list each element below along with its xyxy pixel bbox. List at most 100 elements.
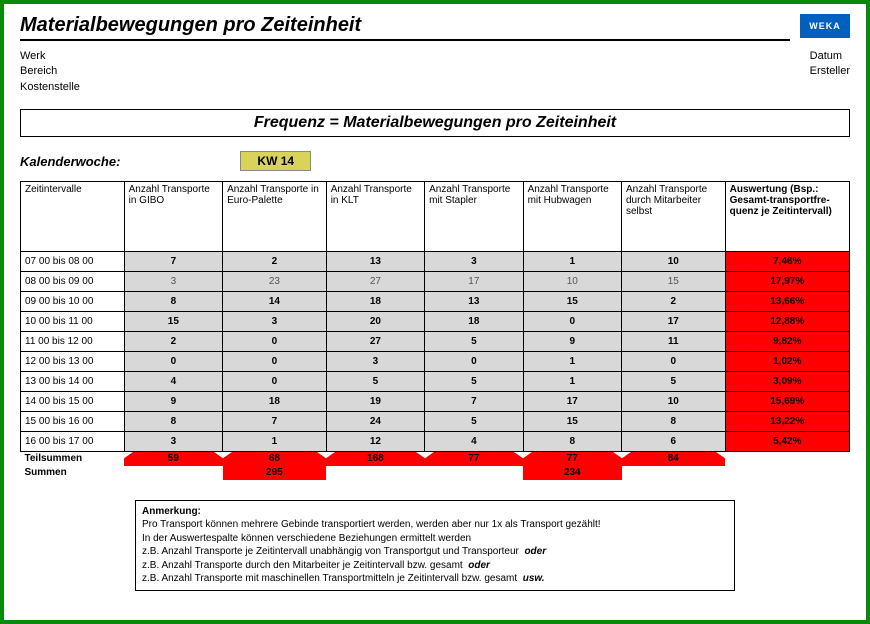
eval-cell: 12,88% (725, 312, 849, 332)
teilsummen-value: 168 (326, 452, 424, 466)
value-cell: 2 (223, 252, 327, 272)
subtitle-box: Frequenz = Materialbewegungen pro Zeitei… (20, 109, 850, 137)
value-cell: 20 (326, 312, 424, 332)
value-cell: 0 (223, 352, 327, 372)
value-cell: 3 (124, 272, 222, 292)
summen-value (124, 466, 222, 480)
value-cell: 5 (425, 332, 523, 352)
kalenderwoche-label: Kalenderwoche: (20, 154, 120, 169)
column-header: Zeitintervalle (21, 182, 125, 252)
value-cell: 1 (223, 432, 327, 452)
value-cell: 6 (622, 432, 726, 452)
table-row: 10 00 bis 11 00153201801712,88% (21, 312, 850, 332)
table-header-row: ZeitintervalleAnzahl Transporte in GIBOA… (21, 182, 850, 252)
interval-cell: 09 00 bis 10 00 (21, 292, 125, 312)
value-cell: 0 (622, 352, 726, 372)
interval-cell: 10 00 bis 11 00 (21, 312, 125, 332)
value-cell: 0 (425, 352, 523, 372)
interval-cell: 16 00 bis 17 00 (21, 432, 125, 452)
column-header: Anzahl Transporte durch Mitarbeiter selb… (622, 182, 726, 252)
table-row: 09 00 bis 10 00814181315213,66% (21, 292, 850, 312)
table-row: 11 00 bis 12 00202759119,82% (21, 332, 850, 352)
value-cell: 10 (622, 252, 726, 272)
value-cell: 17 (523, 392, 621, 412)
meta-bereich: Bereich (20, 64, 80, 79)
eval-cell: 7,46% (725, 252, 849, 272)
interval-cell: 13 00 bis 14 00 (21, 372, 125, 392)
value-cell: 23 (223, 272, 327, 292)
summen-value (326, 466, 424, 480)
teilsummen-value: 77 (425, 452, 523, 466)
value-cell: 1 (523, 252, 621, 272)
teilsummen-value: 84 (622, 452, 726, 466)
value-cell: 27 (326, 272, 424, 292)
value-cell: 15 (124, 312, 222, 332)
note-line: Pro Transport können mehrere Gebinde tra… (142, 518, 728, 532)
eval-cell: 13,22% (725, 412, 849, 432)
eval-cell: 5,42% (725, 432, 849, 452)
column-header: Anzahl Transporte in KLT (326, 182, 424, 252)
value-cell: 13 (425, 292, 523, 312)
value-cell: 15 (523, 412, 621, 432)
value-cell: 9 (523, 332, 621, 352)
page-title: Materialbewegungen pro Zeiteinheit (20, 14, 790, 41)
teilsummen-eval (725, 452, 849, 466)
summen-value (622, 466, 726, 480)
eval-cell: 13,66% (725, 292, 849, 312)
table-row: 07 00 bis 08 00721331107,46% (21, 252, 850, 272)
interval-cell: 07 00 bis 08 00 (21, 252, 125, 272)
summen-eval (725, 466, 849, 480)
value-cell: 0 (223, 372, 327, 392)
value-cell: 4 (425, 432, 523, 452)
value-cell: 8 (124, 412, 222, 432)
eval-cell: 3,09% (725, 372, 849, 392)
value-cell: 11 (622, 332, 726, 352)
table-row: 15 00 bis 16 008724515813,22% (21, 412, 850, 432)
value-cell: 17 (425, 272, 523, 292)
interval-cell: 12 00 bis 13 00 (21, 352, 125, 372)
value-cell: 7 (223, 412, 327, 432)
value-cell: 0 (523, 312, 621, 332)
value-cell: 3 (223, 312, 327, 332)
meta-datum: Datum (810, 49, 850, 64)
note-line: z.B. Anzahl Transporte durch den Mitarbe… (142, 559, 728, 573)
data-table: ZeitintervalleAnzahl Transporte in GIBOA… (20, 181, 850, 480)
value-cell: 1 (523, 372, 621, 392)
document-frame: Materialbewegungen pro Zeiteinheit WEKA … (0, 0, 870, 624)
column-header: Anzahl Transporte in Euro-Palette (223, 182, 327, 252)
value-cell: 8 (523, 432, 621, 452)
value-cell: 5 (425, 412, 523, 432)
value-cell: 14 (223, 292, 327, 312)
weka-logo: WEKA (800, 14, 850, 38)
column-header: Auswertung (Bsp.: Gesamt-transportfre-qu… (725, 182, 849, 252)
kalenderwoche-row: Kalenderwoche: KW 14 (20, 151, 850, 171)
note-line: In der Auswertespalte können verschieden… (142, 532, 728, 546)
eval-cell: 17,97% (725, 272, 849, 292)
value-cell: 7 (124, 252, 222, 272)
teilsummen-label: Teilsummen (21, 452, 125, 466)
value-cell: 18 (425, 312, 523, 332)
value-cell: 2 (622, 292, 726, 312)
teilsummen-row: Teilsummen5968168777784 (21, 452, 850, 466)
eval-cell: 1,02% (725, 352, 849, 372)
value-cell: 5 (425, 372, 523, 392)
note-line: z.B. Anzahl Transporte mit maschinellen … (142, 572, 728, 586)
value-cell: 13 (326, 252, 424, 272)
value-cell: 3 (124, 432, 222, 452)
value-cell: 7 (425, 392, 523, 412)
summen-label: Summen (21, 466, 125, 480)
value-cell: 10 (622, 392, 726, 412)
value-cell: 17 (622, 312, 726, 332)
interval-cell: 15 00 bis 16 00 (21, 412, 125, 432)
summen-value: 234 (523, 466, 621, 480)
value-cell: 24 (326, 412, 424, 432)
teilsummen-value: 59 (124, 452, 222, 466)
teilsummen-value: 68 (223, 452, 327, 466)
value-cell: 15 (523, 292, 621, 312)
summen-value: 295 (223, 466, 327, 480)
value-cell: 8 (622, 412, 726, 432)
value-cell: 5 (622, 372, 726, 392)
value-cell: 12 (326, 432, 424, 452)
meta-werk: Werk (20, 49, 80, 64)
interval-cell: 14 00 bis 15 00 (21, 392, 125, 412)
